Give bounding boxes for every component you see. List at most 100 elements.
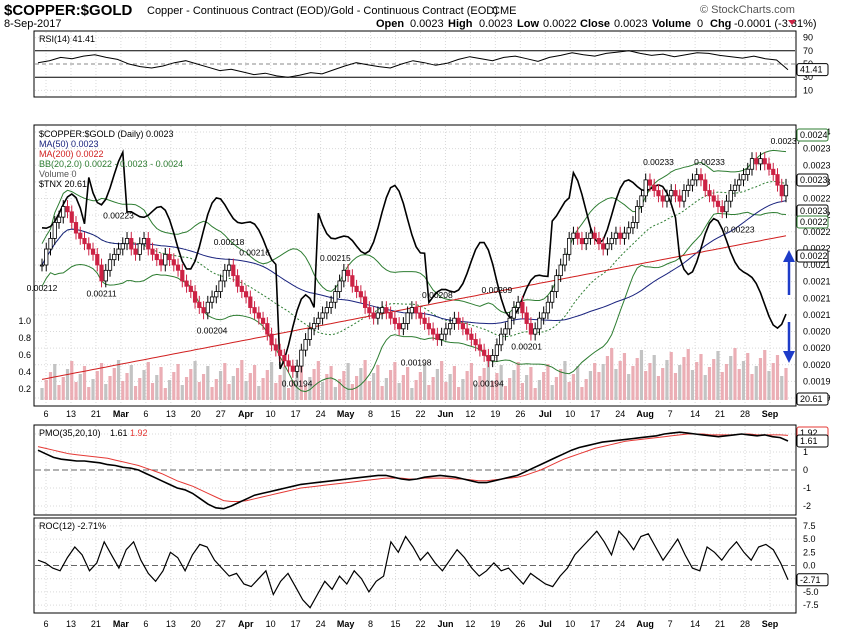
- candle: [439, 327, 444, 346]
- candle-body: [724, 200, 729, 213]
- volume-bar: [218, 371, 223, 400]
- candle-body: [137, 243, 142, 255]
- candle: [550, 285, 555, 309]
- volume-bar: [210, 387, 214, 400]
- volume-bar: [580, 387, 584, 400]
- candle: [95, 247, 100, 272]
- volume-bar: [265, 370, 269, 400]
- pmo-current-value-box: [796, 434, 829, 448]
- volume-bar: [554, 377, 559, 400]
- x-tick-label-upper: 8: [368, 409, 373, 419]
- candle-body: [414, 307, 419, 314]
- volume-bar: [410, 388, 414, 400]
- volume-bar: [342, 371, 346, 400]
- x-tick-label-upper: 13: [66, 409, 76, 419]
- candle-body: [405, 312, 410, 324]
- candle: [171, 253, 176, 272]
- tnx-y-tick: 0.6: [18, 350, 31, 360]
- volume-bar: [588, 371, 593, 400]
- candle-body: [248, 296, 253, 308]
- volume-bar: [550, 385, 554, 400]
- candle-body: [188, 285, 193, 292]
- candle-body: [622, 232, 627, 239]
- candle-body: [277, 349, 283, 356]
- candle-body: [677, 195, 682, 202]
- volume-bar: [440, 361, 444, 400]
- volume-bar: [724, 364, 729, 400]
- volume-bar: [376, 365, 380, 400]
- candle-body: [86, 243, 91, 250]
- candle-body: [197, 301, 202, 308]
- candle-body: [533, 328, 538, 335]
- candle-body: [333, 291, 338, 303]
- candle-body: [392, 317, 397, 324]
- candle: [711, 189, 716, 208]
- candle: [435, 327, 440, 346]
- candle: [231, 258, 236, 283]
- volume-bar: [703, 375, 707, 400]
- candle-body: [639, 195, 644, 207]
- down-arrow-icon: [783, 322, 795, 363]
- candle: [728, 184, 733, 208]
- x-tick-label-lower: 24: [316, 619, 326, 629]
- candle-body: [435, 333, 440, 340]
- candle: [129, 232, 134, 256]
- x-tick-label-upper: 10: [565, 409, 575, 419]
- candle-body: [592, 232, 597, 239]
- x-tick-label-lower: May: [337, 619, 355, 629]
- candle: [511, 301, 517, 325]
- candle-body: [584, 237, 589, 245]
- volume-bar: [465, 371, 469, 400]
- candle-body: [341, 269, 346, 282]
- candle-body: [715, 200, 721, 207]
- price-y-tick: 0.0023: [803, 144, 831, 154]
- candle-body: [346, 269, 351, 277]
- candle-body: [426, 323, 431, 330]
- candle: [465, 322, 470, 341]
- volume-bar: [121, 381, 125, 400]
- candle-body: [613, 232, 619, 239]
- chg-value: -0.0001 (-3.31%): [734, 18, 817, 30]
- candle-body: [605, 243, 610, 250]
- volume-bar: [571, 374, 576, 400]
- volume-bar: [729, 356, 733, 400]
- roc-legend: ROC(12) -2.71%: [39, 521, 106, 531]
- candle-body: [371, 312, 376, 319]
- volume-bar: [99, 363, 104, 400]
- roc-y-tick: -7.5: [803, 600, 819, 610]
- volume-bar: [457, 387, 461, 400]
- x-tick-label-lower: 7: [668, 619, 673, 629]
- candle: [65, 200, 70, 219]
- candle-body: [652, 184, 657, 191]
- price-current-value-box: [796, 128, 829, 142]
- pmo-current-value: 1.61: [800, 436, 818, 446]
- candle-body: [422, 317, 427, 324]
- candle: [273, 338, 278, 357]
- candle: [86, 237, 91, 256]
- candle: [167, 247, 172, 267]
- price-current-value-box: [796, 249, 829, 263]
- candle-body: [209, 296, 215, 303]
- x-tick-label-upper: 26: [515, 409, 525, 419]
- volume-bar: [346, 363, 350, 400]
- candle: [681, 184, 687, 208]
- volume-bar: [244, 381, 248, 400]
- candle: [239, 279, 244, 298]
- volume-bar: [508, 378, 512, 400]
- candle: [137, 237, 142, 261]
- candle: [248, 290, 253, 314]
- candle: [783, 178, 789, 203]
- candle: [78, 226, 83, 245]
- candle: [286, 354, 291, 373]
- candle-body: [214, 291, 219, 298]
- candle-body: [158, 259, 164, 266]
- candle: [311, 317, 317, 336]
- candle: [762, 152, 767, 171]
- volume-bar: [274, 383, 278, 400]
- candle-body: [477, 344, 482, 351]
- candle-body: [95, 253, 100, 266]
- candle: [269, 327, 274, 352]
- volume-bar: [223, 363, 227, 400]
- candle-body: [541, 312, 546, 319]
- candle-body: [686, 184, 691, 191]
